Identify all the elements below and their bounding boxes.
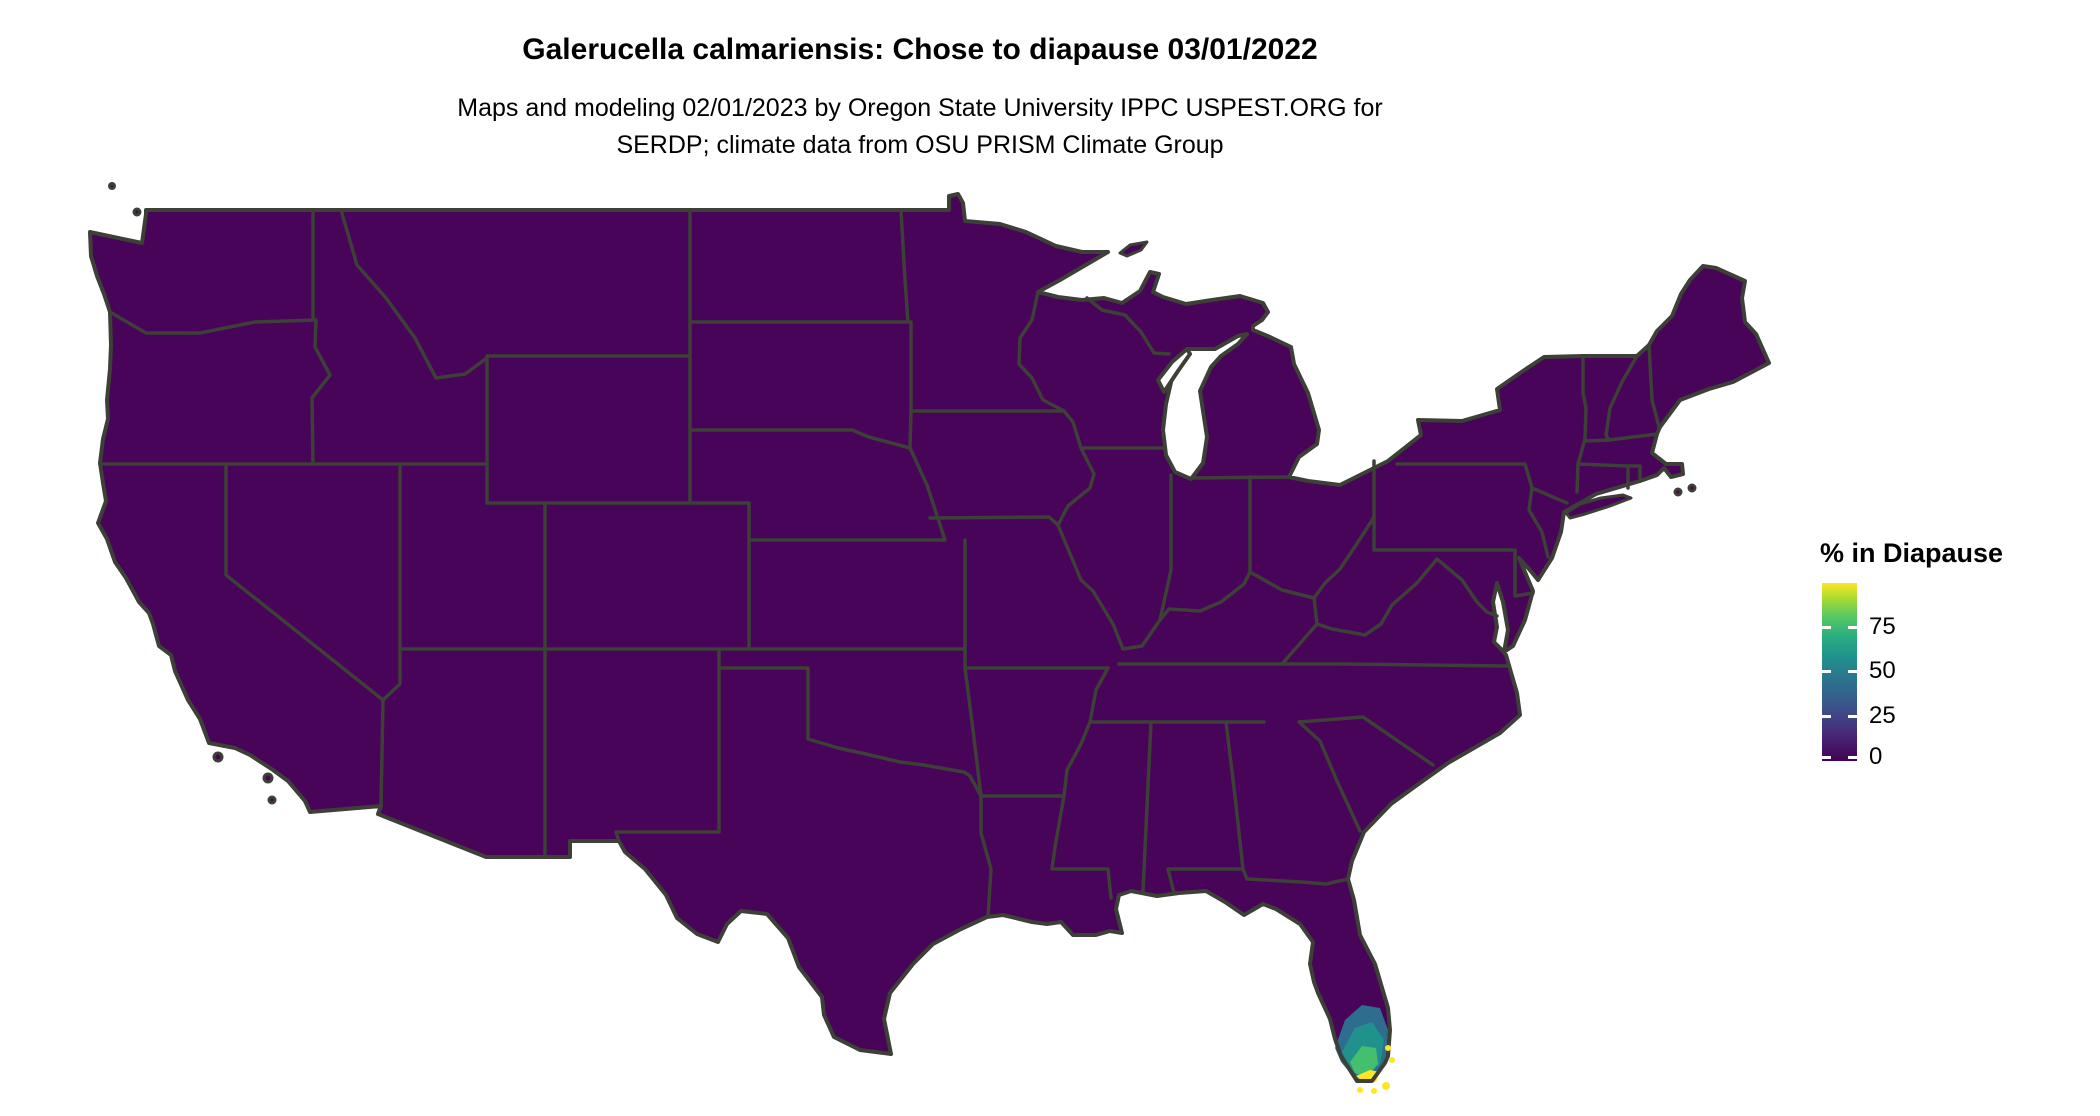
channel-island <box>212 751 224 763</box>
subtitle-line-2: SERDP; climate data from OSU PRISM Clima… <box>616 131 1224 159</box>
channel-island <box>267 795 277 805</box>
state-borders <box>98 208 1661 919</box>
islands <box>108 182 1697 805</box>
page-subtitle: Maps and modeling 02/01/2023 by Oregon S… <box>0 90 1840 164</box>
legend-tick-label: 0 <box>1869 743 1883 770</box>
marthas-vineyard-island <box>1673 487 1683 497</box>
great-lakes-water <box>1156 332 1249 481</box>
page-title: Galerucella calmariensis: Chose to diapa… <box>522 33 1318 66</box>
legend-tick-mark <box>1848 715 1857 718</box>
legend-tick-mark <box>1822 715 1831 718</box>
san-juan-island <box>108 182 116 190</box>
isle-royale <box>1118 240 1149 258</box>
us-nation-fill <box>90 194 1769 1081</box>
diapause-hotspot <box>1335 1005 1388 1082</box>
legend-tick-mark <box>1822 756 1831 759</box>
diapause-hotspot-fringe <box>1357 1045 1395 1094</box>
subtitle-line-1: Maps and modeling 02/01/2023 by Oregon S… <box>457 94 1383 122</box>
lake-michigan <box>1161 332 1249 481</box>
legend-tick-label: 25 <box>1869 702 1896 729</box>
legend-tick-mark <box>1848 670 1857 673</box>
green-bay <box>1156 347 1192 394</box>
legend-tick-label: 75 <box>1869 613 1896 640</box>
legend-tick-mark <box>1848 626 1857 629</box>
san-juan-island <box>132 207 142 217</box>
channel-island <box>262 772 274 784</box>
legend-title: % in Diapause <box>1820 538 2004 568</box>
legend-tick-mark <box>1822 670 1831 673</box>
nantucket-island <box>1687 483 1697 493</box>
legend-tick-label: 50 <box>1869 657 1896 684</box>
us-nation-outline <box>88 192 1771 1083</box>
legend-tick-mark <box>1822 626 1831 629</box>
long-island <box>1564 493 1633 520</box>
legend-colorbar <box>1822 583 1857 761</box>
legend-tick-mark <box>1848 756 1857 759</box>
